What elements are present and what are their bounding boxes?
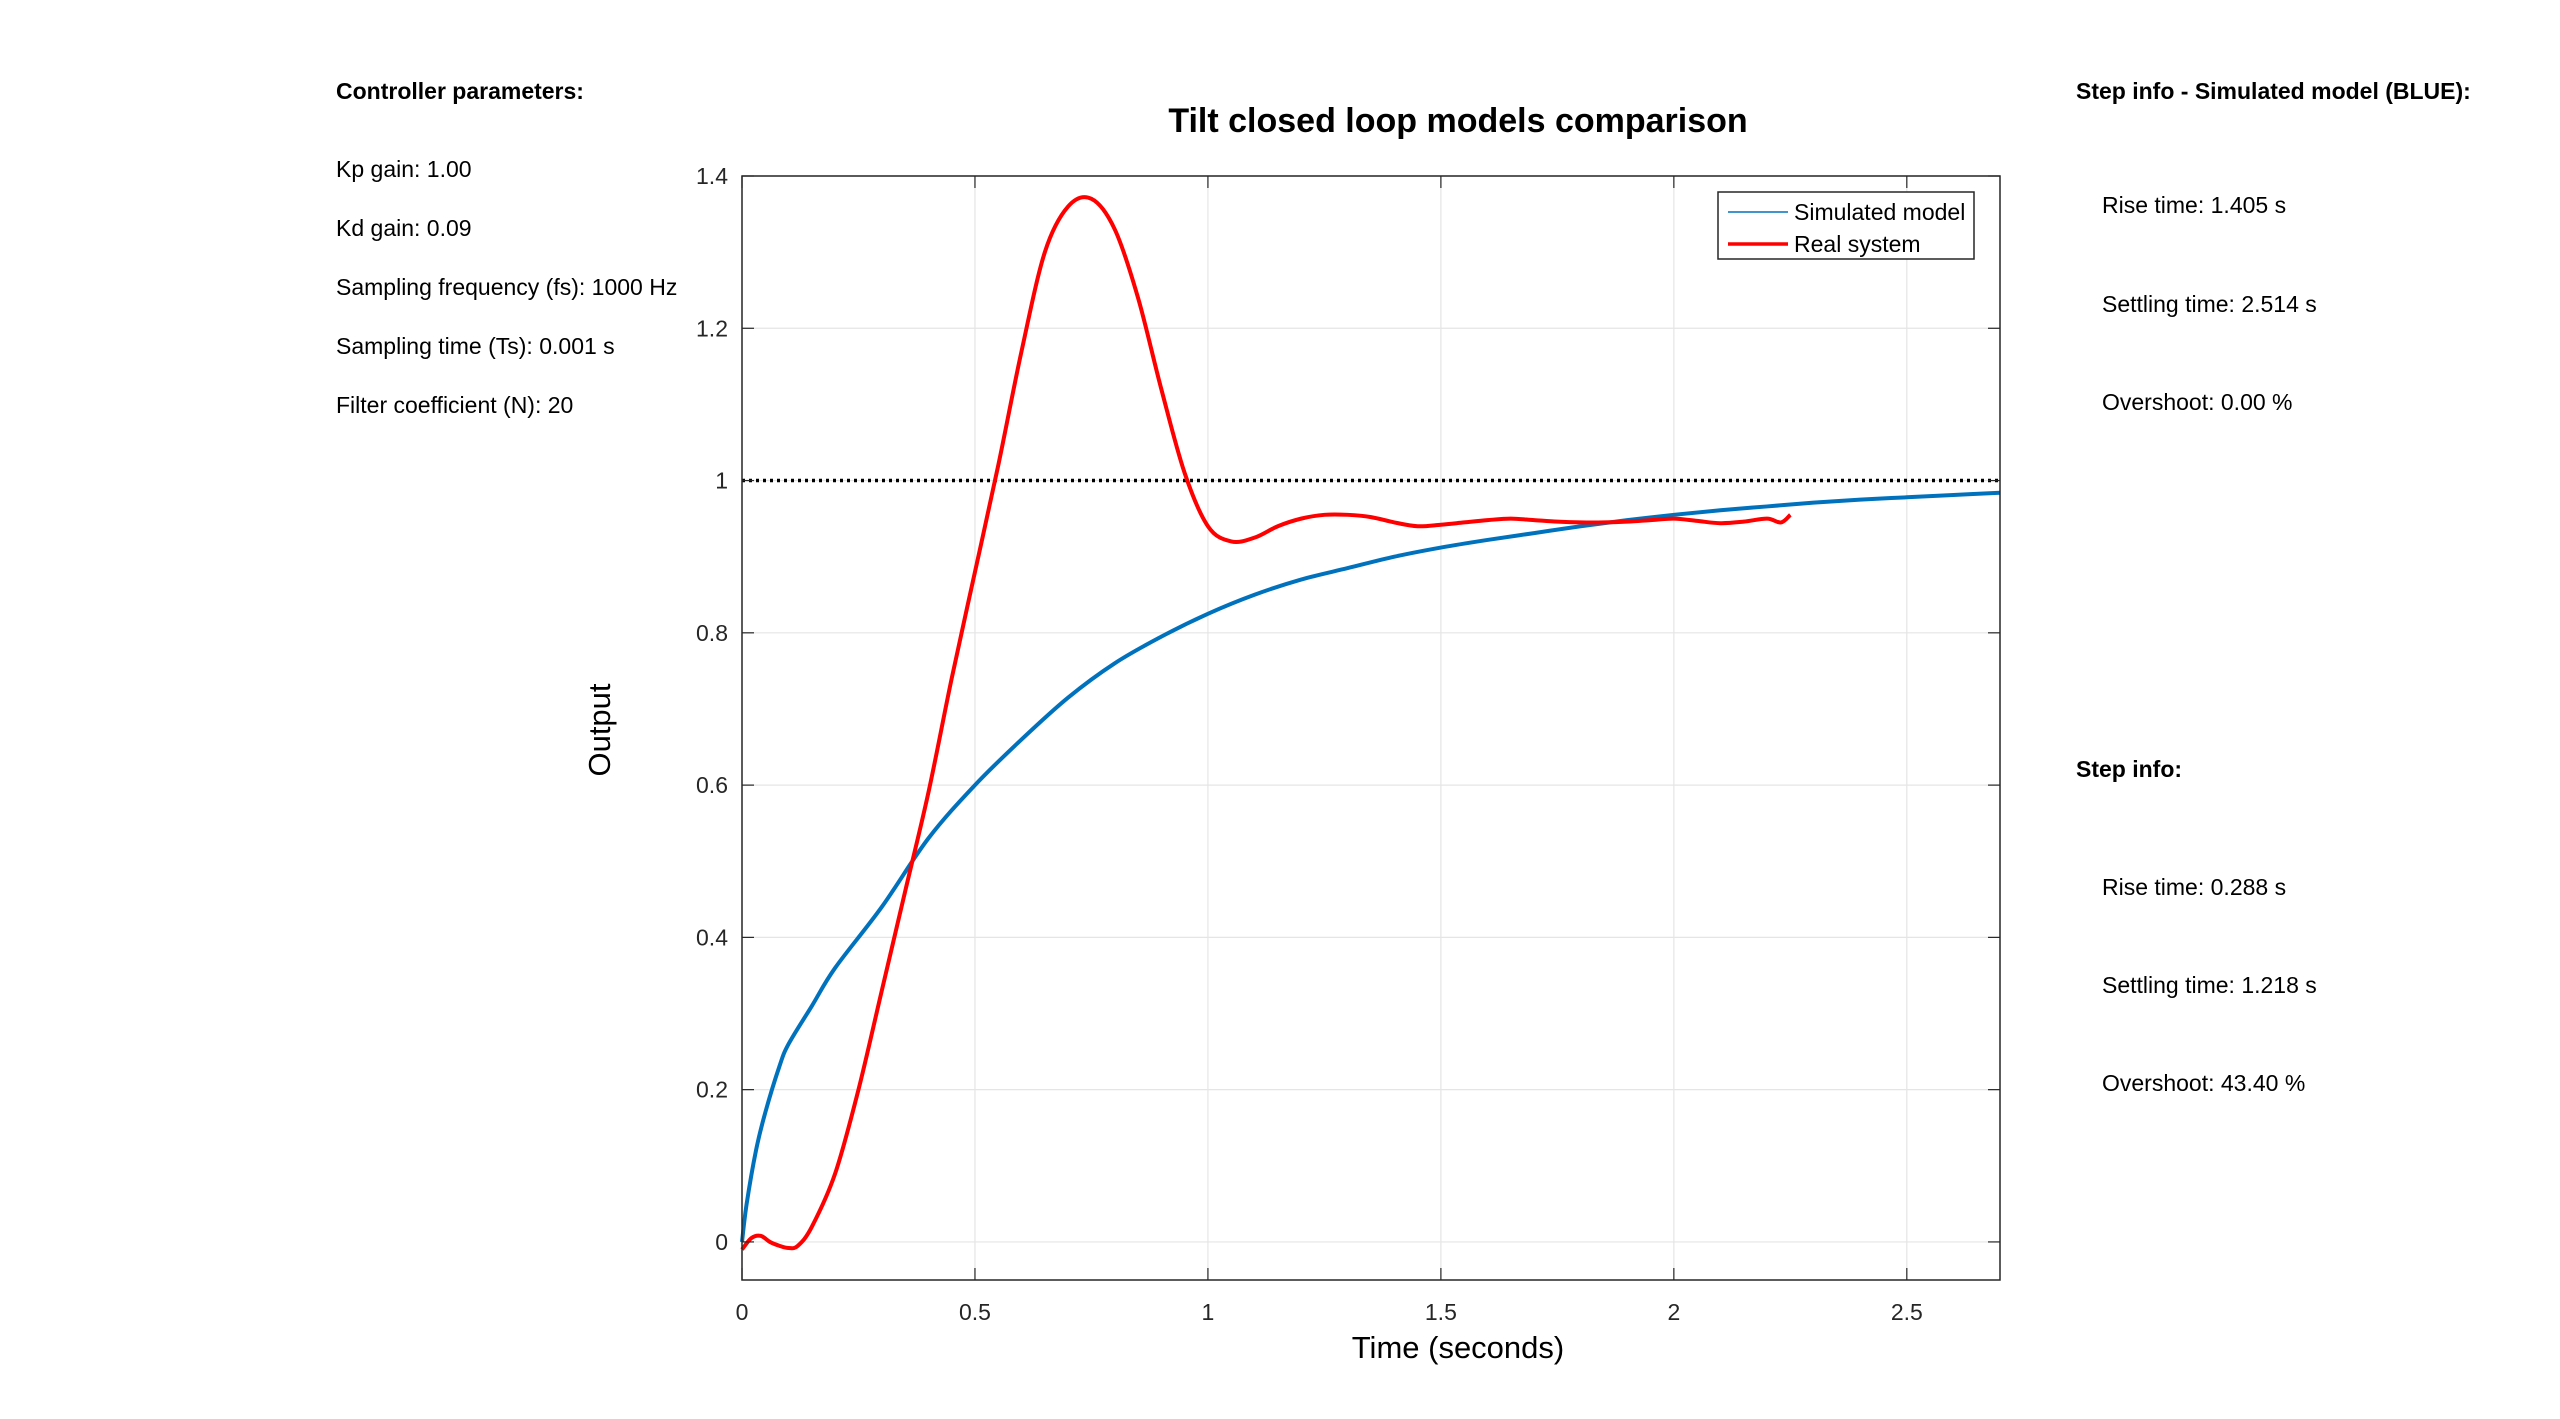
- legend-box: [1717, 191, 1975, 260]
- y-tick-label: 0.8: [696, 620, 728, 646]
- legend-real-label: Real system: [1794, 231, 1921, 257]
- y-axis-label: Output: [582, 683, 617, 776]
- x-tick-label: 1: [1202, 1299, 1215, 1325]
- x-tick-label: 2: [1667, 1299, 1680, 1325]
- kd-gain-text: Kd gain: 0.09: [336, 215, 472, 241]
- x-tick-label: 0: [736, 1299, 749, 1325]
- legend: Simulated model Real system: [1717, 191, 1975, 260]
- axis-ticks: 0 0.5 1 1.5 2 2.5 0 0.2 0.4 0.6 0.8 1 1.2 1.4: [696, 163, 2000, 1325]
- real-settling-time-text: Settling time: 1.218 s: [2102, 972, 2317, 998]
- sim-settling-time-text: Settling time: 2.514 s: [2102, 291, 2317, 317]
- sim-step-info-panel: Step info - Simulated model (BLUE): Rise…: [2076, 78, 2536, 438]
- controller-parameters-panel: Controller parameters: Kp gain: 1.00 Kd …: [336, 78, 776, 418]
- sim-rise-time-text: Rise time: 1.405 s: [2102, 192, 2287, 218]
- x-axis-label: Time (seconds): [1352, 1330, 1564, 1365]
- filter-coefficient-text: Filter coefficient (N): 20: [336, 392, 574, 418]
- legend-simulated-label: Simulated model: [1794, 199, 1965, 225]
- real-overshoot-text: Overshoot: 43.40 %: [2102, 1070, 2306, 1096]
- real-rise-time-text: Rise time: 0.288 s: [2102, 874, 2287, 900]
- axes-box: [741, 175, 2001, 1281]
- chart-title: Tilt closed loop models comparison: [1168, 102, 1747, 140]
- y-tick-label: 1.4: [696, 163, 728, 189]
- simulated-model-line: [740, 490, 2001, 1243]
- y-tick-label: 0.2: [696, 1077, 728, 1103]
- sim-step-info-heading: Step info - Simulated model (BLUE):: [2076, 78, 2471, 104]
- y-tick-label: 1: [715, 468, 728, 494]
- sim-overshoot-text: Overshoot: 0.00 %: [2102, 389, 2293, 415]
- real-system-line: [740, 195, 1792, 1251]
- grid-lines: [741, 175, 2000, 1280]
- real-step-info-heading: Step info:: [2076, 756, 2183, 782]
- sampling-frequency-text: Sampling frequency (fs): 1000 Hz: [336, 274, 678, 300]
- y-tick-label: 0.6: [696, 772, 728, 798]
- y-tick-label: 0: [715, 1229, 728, 1255]
- sampling-time-text: Sampling time (Ts): 0.001 s: [336, 333, 615, 359]
- x-tick-label: 0.5: [959, 1299, 991, 1325]
- kp-gain-text: Kp gain: 1.00: [336, 156, 472, 182]
- controller-parameters-heading: Controller parameters:: [336, 78, 584, 104]
- real-step-info-panel: Step info: Rise time: 0.288 s Settling t…: [2076, 756, 2536, 1116]
- x-tick-label: 2.5: [1891, 1299, 1923, 1325]
- plot-area: [740, 195, 2001, 1251]
- y-tick-label: 0.4: [696, 924, 728, 950]
- y-tick-label: 1.2: [696, 315, 728, 341]
- x-tick-label: 1.5: [1425, 1299, 1457, 1325]
